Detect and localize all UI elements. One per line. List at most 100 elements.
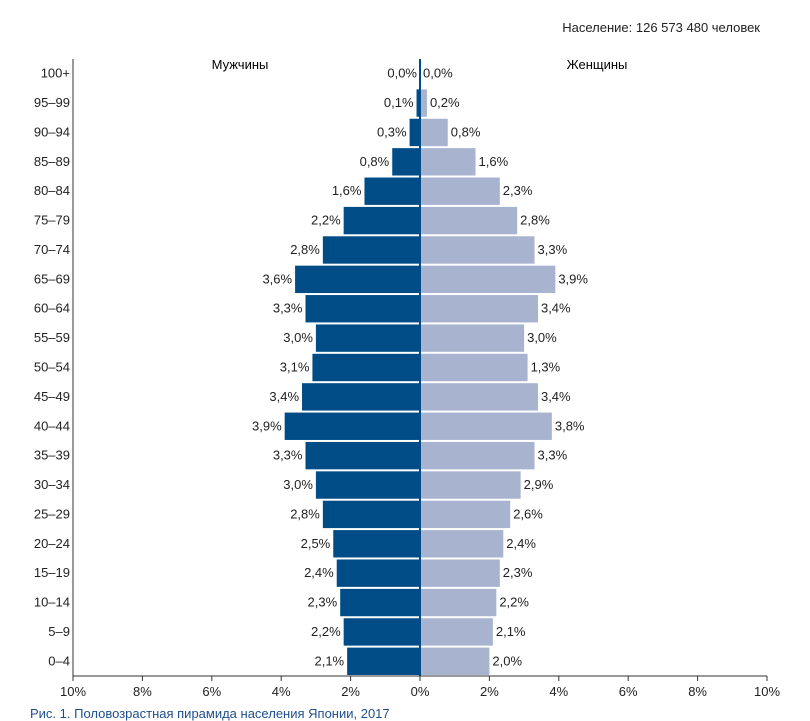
male-value-label: 2,2%: [311, 624, 341, 639]
female-bar: [420, 324, 525, 352]
female-value-label: 2,8%: [520, 213, 550, 228]
x-tick-label: 8%: [688, 684, 707, 699]
male-bar: [312, 353, 420, 382]
male-bar: [343, 206, 420, 235]
male-value-label: 2,3%: [308, 595, 338, 610]
male-bar: [302, 383, 420, 411]
legend-male: Мужчины: [212, 57, 269, 72]
female-value-label: 3,3%: [538, 242, 568, 257]
female-bar: [420, 412, 552, 440]
male-value-label: 0,3%: [377, 124, 407, 139]
male-value-label: 2,2%: [311, 213, 341, 228]
female-value-label: 0,0%: [423, 66, 453, 81]
legend-female: Женщины: [567, 57, 628, 72]
age-group-label: 80–84: [34, 183, 70, 198]
female-value-label: 2,3%: [503, 565, 533, 580]
age-group-label: 25–29: [34, 506, 70, 521]
male-value-label: 3,1%: [280, 360, 310, 375]
female-value-label: 3,0%: [527, 330, 557, 345]
male-value-label: 3,9%: [252, 418, 282, 433]
female-bar: [420, 618, 493, 646]
male-value-label: 0,8%: [360, 154, 390, 169]
age-group-label: 0–4: [48, 653, 70, 668]
female-bar: [420, 295, 538, 323]
age-group-labels: 100+ 95–99 90–94 85–89 80–84 75–79 70–74 65–69 6…: [34, 66, 70, 669]
male-value-label: 1,6%: [332, 183, 362, 198]
female-value-label: 2,1%: [496, 624, 526, 639]
x-axis-ticks: 10% 8% 6% 4% 2% 0% 2% 4% 6% 8% 10%: [60, 676, 780, 699]
female-value-label: 1,3%: [531, 360, 561, 375]
male-bar: [315, 471, 420, 499]
age-group-label: 15–19: [34, 565, 70, 580]
age-group-label: 35–39: [34, 448, 70, 463]
female-bar: [420, 177, 500, 205]
age-group-label: 10–14: [34, 595, 70, 610]
female-value-label: 2,6%: [513, 506, 543, 521]
female-value-label: 2,2%: [499, 595, 529, 610]
female-value-label: 1,6%: [479, 154, 509, 169]
figure-caption: Рис. 1. Половозрастная пирамида населени…: [30, 706, 390, 721]
x-tick-label: 10%: [754, 684, 780, 699]
female-bar: [420, 89, 427, 117]
female-value-label: 0,8%: [451, 124, 481, 139]
female-bar: [420, 118, 448, 147]
female-value-label: 3,4%: [541, 301, 571, 316]
male-value-label: 3,0%: [283, 330, 313, 345]
value-labels: 0,0% 0,0% 0,1% 0,2% 0,3% 0,8% 0,8% 1,6% 1,6% 2,3%…: [252, 66, 588, 669]
female-bar: [420, 148, 476, 176]
male-value-label: 2,4%: [304, 565, 334, 580]
male-bar: [416, 89, 420, 117]
male-bar: [284, 412, 420, 440]
female-value-label: 3,3%: [538, 448, 568, 463]
male-bars: [284, 89, 420, 675]
male-bar: [322, 236, 420, 264]
female-value-label: 2,0%: [492, 653, 522, 668]
female-value-label: 3,4%: [541, 389, 571, 404]
male-bar: [392, 148, 420, 176]
male-value-label: 2,8%: [290, 242, 320, 257]
male-value-label: 3,3%: [273, 448, 303, 463]
female-value-label: 2,9%: [524, 477, 554, 492]
male-bar: [347, 647, 420, 675]
male-bar: [340, 588, 420, 617]
age-group-label: 95–99: [34, 95, 70, 110]
age-group-label: 45–49: [34, 389, 70, 404]
age-group-label: 50–54: [34, 360, 70, 375]
age-group-label: 5–9: [48, 624, 70, 639]
male-bar: [364, 177, 420, 205]
female-bar: [420, 265, 556, 294]
male-bar: [315, 324, 420, 352]
age-group-label: 65–69: [34, 271, 70, 286]
female-value-label: 3,8%: [555, 418, 585, 433]
female-bar: [420, 206, 518, 235]
age-group-label: 85–89: [34, 154, 70, 169]
male-bar: [295, 265, 420, 294]
male-value-label: 0,0%: [387, 66, 417, 81]
male-value-label: 3,6%: [262, 271, 292, 286]
age-group-label: 75–79: [34, 213, 70, 228]
female-bar: [420, 236, 535, 264]
population-note: Население: 126 573 480 человек: [562, 20, 760, 35]
male-value-label: 3,0%: [283, 477, 313, 492]
female-bars: [420, 89, 556, 675]
male-bar: [305, 295, 420, 323]
male-bar: [305, 441, 420, 470]
age-group-label: 30–34: [34, 477, 70, 492]
x-tick-label: 6%: [619, 684, 638, 699]
female-bar: [420, 647, 490, 675]
age-group-label: 100+: [41, 66, 70, 81]
male-bar: [333, 530, 420, 558]
x-tick-label: 4%: [272, 684, 291, 699]
male-bar: [409, 118, 420, 147]
x-tick-label: 8%: [133, 684, 152, 699]
male-value-label: 2,5%: [301, 536, 331, 551]
female-bar: [420, 559, 500, 587]
male-bar: [336, 559, 420, 587]
female-value-label: 3,9%: [558, 271, 588, 286]
female-value-label: 2,3%: [503, 183, 533, 198]
male-value-label: 2,8%: [290, 506, 320, 521]
male-bar: [322, 500, 420, 529]
male-value-label: 3,4%: [269, 389, 299, 404]
female-value-label: 2,4%: [506, 536, 536, 551]
